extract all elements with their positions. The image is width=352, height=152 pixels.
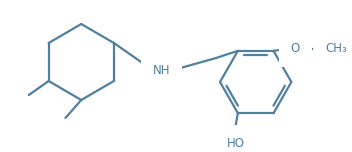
Text: CH₃: CH₃ — [325, 42, 347, 55]
Text: O: O — [291, 42, 300, 55]
Text: NH: NH — [153, 64, 170, 78]
Text: HO: HO — [227, 137, 245, 150]
